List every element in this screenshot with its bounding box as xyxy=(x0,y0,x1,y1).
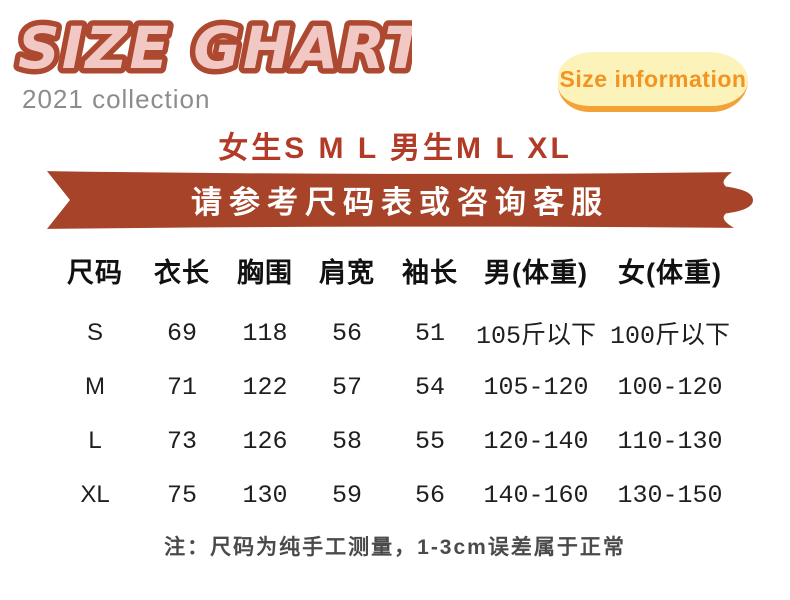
cell-size: XL xyxy=(80,481,110,508)
cell-male-weight: 105斤以下 xyxy=(475,322,596,351)
notice-ribbon: 请参考尺码表或咨询客服 xyxy=(42,169,758,231)
cell-female-weight: 110-130 xyxy=(617,426,723,456)
cell-chest: 122 xyxy=(242,372,288,402)
ribbon-shape xyxy=(47,171,753,229)
cell-length: 71 xyxy=(166,372,197,402)
page-title-art: SIZE GHART xyxy=(13,9,413,88)
column-header-length: 衣长 xyxy=(154,257,210,288)
column-header-shoulder: 肩宽 xyxy=(319,257,375,288)
table-row-xl: XL 75 130 59 56 140-160 130-150 xyxy=(50,468,740,522)
size-information-badge-label: Size information xyxy=(559,65,747,92)
gender-sizes-line: 女生S M L 男生M L XL xyxy=(218,132,572,165)
column-header-female-weight: 女(体重) xyxy=(618,257,722,288)
cell-length: 75 xyxy=(166,480,197,510)
column-header-sleeve: 袖长 xyxy=(402,257,458,288)
cell-sleeve: 56 xyxy=(414,480,445,510)
cell-sleeve: 54 xyxy=(414,372,445,402)
cell-size: M xyxy=(85,373,105,400)
notice-ribbon-text: 请参考尺码表或咨询客服 xyxy=(191,184,609,220)
size-information-badge: Size information xyxy=(558,52,748,112)
cell-chest: 130 xyxy=(242,480,288,510)
cell-length: 73 xyxy=(166,426,197,456)
cell-shoulder: 57 xyxy=(331,372,362,402)
cell-female-weight: 130-150 xyxy=(617,480,723,510)
cell-shoulder: 58 xyxy=(331,426,362,456)
table-row-s: S 69 118 56 51 105斤以下 100斤以下 xyxy=(50,306,740,360)
cell-size: L xyxy=(88,427,102,454)
measurement-note: 注：尺码为纯手工测量，1-3cm误差属于正常 xyxy=(164,536,626,559)
column-header-size: 尺码 xyxy=(67,257,123,288)
cell-chest: 118 xyxy=(242,318,288,348)
table-header-row: 尺码 衣长 胸围 肩宽 袖长 男(体重) 女(体重) xyxy=(50,246,740,294)
size-table: 尺码 衣长 胸围 肩宽 袖长 男(体重) 女(体重) S 69 118 56 5… xyxy=(50,246,740,522)
cell-male-weight: 140-160 xyxy=(483,480,589,510)
cell-male-weight: 120-140 xyxy=(483,426,589,456)
cell-sleeve: 55 xyxy=(414,426,445,456)
table-row-l: L 73 126 58 55 120-140 110-130 xyxy=(50,414,740,468)
cell-female-weight: 100-120 xyxy=(617,372,723,402)
cell-shoulder: 59 xyxy=(331,480,362,510)
cell-size: S xyxy=(86,319,103,346)
cell-length: 69 xyxy=(166,318,197,348)
table-row-m: M 71 122 57 54 105-120 100-120 xyxy=(50,360,740,414)
page-title: SIZE GHART xyxy=(18,14,412,82)
cell-chest: 126 xyxy=(242,426,288,456)
cell-shoulder: 56 xyxy=(331,318,362,348)
cell-male-weight: 105-120 xyxy=(483,372,589,402)
cell-female-weight: 100斤以下 xyxy=(609,322,730,351)
column-header-chest: 胸围 xyxy=(237,257,293,288)
column-header-male-weight: 男(体重) xyxy=(484,257,588,288)
collection-subtitle: 2021 collection xyxy=(22,84,211,114)
cell-sleeve: 51 xyxy=(414,318,445,348)
